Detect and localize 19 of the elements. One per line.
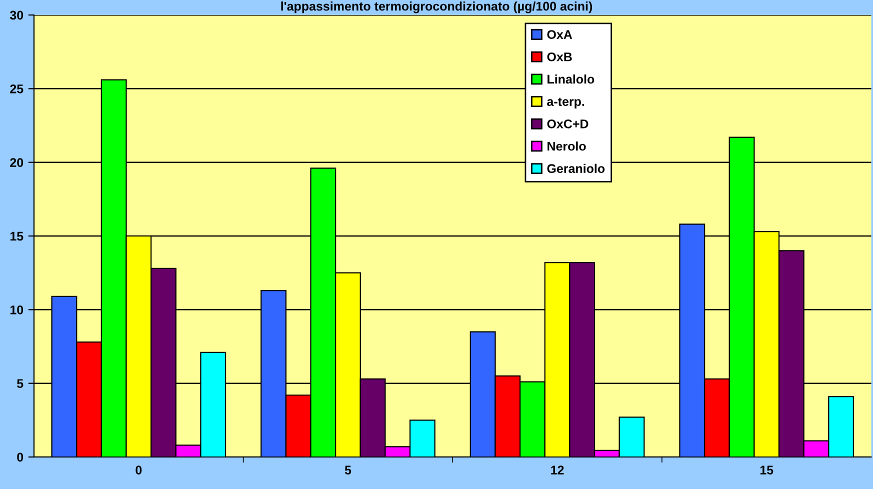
- y-tick-label: 25: [10, 84, 24, 94]
- legend-label: Nerolo: [548, 141, 586, 151]
- x-tick-label: 0: [136, 466, 142, 475]
- x-tick-label: 12: [551, 466, 564, 474]
- y-tick-label: 20: [10, 158, 24, 167]
- legend-label: a-terp.: [547, 98, 584, 108]
- legend-label: Linalolo: [548, 74, 594, 84]
- chart-title: l'appassimento termoigrocondizionato (µg/100 acini): [281, 1, 592, 14]
- legend-label: OxA: [547, 30, 572, 39]
- y-tick-label: 30: [10, 10, 24, 20]
- y-tick-label: 10: [10, 305, 24, 314]
- x-tick-label: 5: [344, 466, 352, 475]
- legend-label: OxB: [547, 52, 572, 62]
- y-tick-label: 0: [17, 452, 24, 462]
- legend-label: OxC+D: [547, 119, 588, 128]
- y-tick-label: 5: [17, 379, 24, 388]
- x-tick-label: 15: [760, 466, 774, 475]
- legend-label: Geraniolo: [547, 164, 605, 174]
- y-tick-label: 15: [10, 232, 24, 241]
